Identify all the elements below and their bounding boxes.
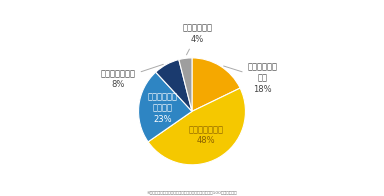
Wedge shape bbox=[156, 60, 192, 111]
Text: 非常に良いと
思う
18%: 非常に良いと 思う 18% bbox=[223, 63, 278, 94]
Wedge shape bbox=[148, 88, 245, 165]
Text: 良くないと思う
8%: 良くないと思う 8% bbox=[101, 64, 163, 89]
Wedge shape bbox=[192, 58, 240, 111]
Text: ※小数点以下を四捨五入しているため、必ずしも合計が100になるない。: ※小数点以下を四捨五入しているため、必ずしも合計が100になるない。 bbox=[147, 190, 237, 194]
Text: わかりづらい
4%: わかりづらい 4% bbox=[182, 24, 212, 55]
Wedge shape bbox=[179, 58, 192, 111]
Wedge shape bbox=[139, 72, 192, 142]
Text: まあ良いと思う
48%: まあ良いと思う 48% bbox=[189, 125, 223, 145]
Text: あまり良いと
思わない
23%: あまり良いと 思わない 23% bbox=[148, 93, 178, 124]
